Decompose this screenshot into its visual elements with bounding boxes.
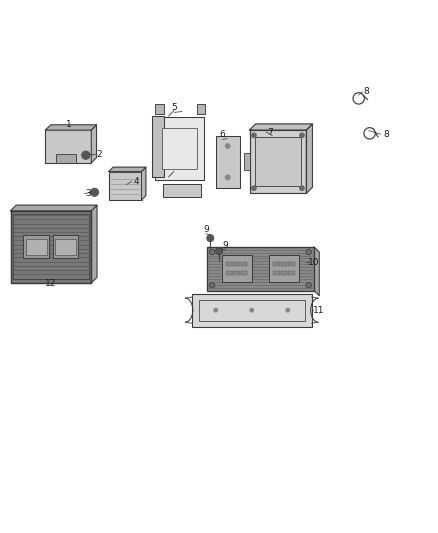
Circle shape [92,189,98,195]
Circle shape [300,133,304,138]
Bar [11,211,91,283]
Bar [162,128,197,169]
Bar [11,211,91,283]
Bar [250,130,306,193]
Circle shape [300,186,304,190]
Circle shape [226,144,230,148]
Polygon shape [141,167,146,200]
Bar [197,104,205,114]
Bar [273,271,279,276]
Circle shape [214,309,218,312]
Bar [46,130,91,163]
Polygon shape [91,205,97,283]
Bar [254,137,301,187]
Text: 1: 1 [66,120,71,129]
Text: 9: 9 [203,225,209,234]
Text: 7: 7 [268,127,273,136]
Bar [24,236,49,259]
Bar [226,262,233,266]
Circle shape [250,309,254,312]
Text: 2: 2 [96,150,102,159]
Circle shape [216,248,222,254]
Bar [26,239,47,255]
Text: 8: 8 [383,130,389,139]
Bar [207,247,314,290]
Text: 4: 4 [133,177,139,186]
Bar [199,300,304,321]
Polygon shape [314,247,319,296]
Circle shape [286,309,290,312]
Bar [281,262,287,266]
Bar [152,116,163,177]
Polygon shape [250,124,312,130]
Circle shape [210,282,215,288]
Polygon shape [46,125,96,130]
Bar [226,271,233,276]
Text: 5: 5 [172,103,177,111]
Polygon shape [11,205,97,211]
Bar [109,172,141,200]
Circle shape [252,186,256,190]
Bar [281,271,287,276]
Bar [56,154,76,163]
Circle shape [252,133,256,138]
Bar [216,135,240,188]
Bar [155,117,205,180]
Text: 10: 10 [308,257,320,266]
Polygon shape [109,167,146,172]
Circle shape [208,236,213,241]
Bar [241,262,247,266]
Circle shape [226,175,230,180]
Circle shape [306,249,311,255]
Bar [155,104,164,114]
Bar [273,262,279,266]
Circle shape [306,282,311,288]
Bar [53,236,78,259]
Circle shape [83,152,89,158]
Circle shape [210,249,215,255]
Bar [241,271,247,276]
Text: 6: 6 [219,130,226,139]
Polygon shape [91,125,96,163]
Text: 12: 12 [45,279,57,288]
Bar [269,255,299,282]
Polygon shape [306,124,312,193]
Bar [234,262,240,266]
Bar [289,262,295,266]
Bar [289,271,295,276]
Text: 8: 8 [364,87,369,96]
Bar [13,214,89,279]
Text: 3: 3 [85,189,91,198]
Bar [207,247,314,290]
Text: 9: 9 [223,241,229,250]
Bar [222,255,252,282]
Bar [192,294,312,327]
Bar [244,153,250,171]
Bar [234,271,240,276]
Text: 11: 11 [313,305,324,314]
Bar [55,239,76,255]
Bar [163,183,201,197]
